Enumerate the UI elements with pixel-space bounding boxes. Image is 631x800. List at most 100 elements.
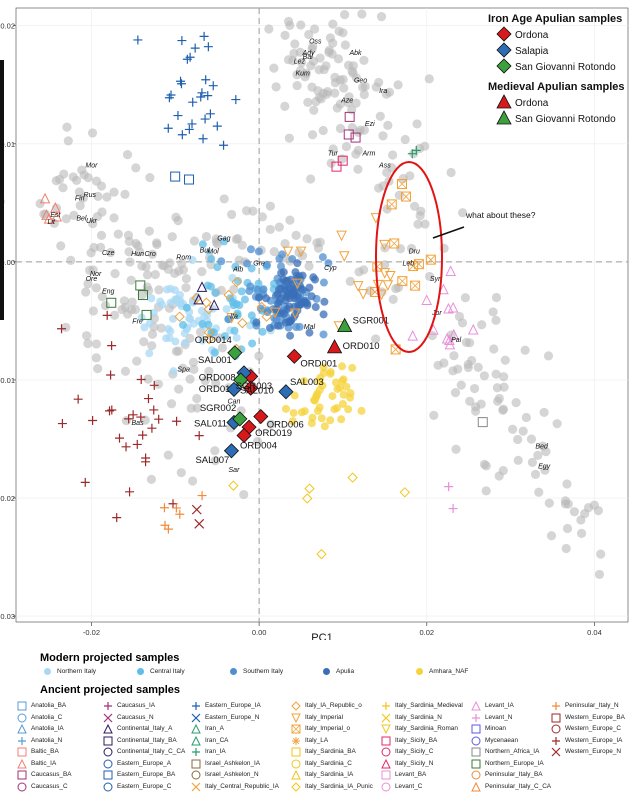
ancient-legend-label: Mycenaean	[485, 736, 519, 744]
ancient-legend-label: Italy_Sardinia_IA_Punic	[305, 782, 373, 790]
ancient-legend-symbol	[471, 759, 481, 768]
ancient-legend-symbol	[381, 713, 391, 722]
background-sample-dot	[384, 87, 395, 97]
ancient-sample-marker	[135, 280, 146, 291]
ancient-legend-symbol	[552, 736, 560, 745]
population-label: Rom	[176, 255, 191, 262]
population-label: Dru	[409, 249, 420, 256]
background-samples	[0, 9, 606, 580]
ancient-legend-symbol	[381, 747, 391, 757]
ancient-sample-marker	[121, 442, 131, 452]
ancient-legend-symbol	[17, 701, 27, 711]
modern-sample-dot	[149, 308, 158, 317]
background-sample-dot	[289, 48, 299, 59]
ancient-sample-marker	[125, 487, 135, 497]
background-sample-dot	[359, 89, 369, 100]
modern-sample-dot	[181, 338, 190, 347]
ancient-legend-label: Italy_Sicily_C	[395, 748, 434, 755]
population-label: Gre	[253, 260, 265, 267]
ancient-sample-marker	[136, 375, 146, 385]
background-sample-dot	[88, 219, 98, 229]
background-sample-dot	[78, 193, 88, 203]
ancient-legend-symbol	[291, 781, 301, 792]
population-label: Mol	[207, 249, 219, 256]
ancient-sample-marker-x	[401, 191, 411, 202]
ancient-sample-marker	[41, 209, 52, 220]
ancient-sample-marker	[190, 43, 200, 53]
background-sample-dot	[465, 396, 475, 406]
ancient-legend-marker	[381, 724, 391, 734]
annotation-text: what about these?	[465, 210, 536, 220]
ancient-legend-marker	[103, 759, 113, 768]
background-sample-dot	[154, 285, 164, 295]
ancient-sample-marker	[208, 299, 220, 310]
y-tick-label: -0.01	[0, 376, 15, 385]
background-sample-dot	[307, 130, 318, 140]
background-sample-dot	[491, 292, 502, 303]
background-sample-dot	[463, 359, 473, 370]
ancient-sample-marker	[261, 311, 272, 322]
ancient-legend-symbol	[191, 724, 201, 734]
background-sample-dot	[309, 105, 319, 115]
background-sample-dot	[280, 30, 290, 41]
ancient-legend-marker	[191, 759, 201, 768]
ancient-legend-symbol	[17, 747, 27, 757]
background-sample-dot	[460, 293, 470, 303]
background-sample-dot	[81, 331, 92, 341]
ancient-sample-marker	[203, 91, 213, 101]
background-sample-dot	[308, 41, 318, 51]
iron-age-sample-marker	[236, 427, 252, 444]
ancient-sample-marker	[114, 433, 124, 443]
ancient-legend-symbol	[103, 759, 113, 768]
background-sample-dot	[479, 459, 490, 469]
modern-sample-dot	[252, 318, 261, 327]
ancient-sample-marker	[228, 480, 239, 491]
population-label: Mal	[304, 324, 316, 331]
iron-age-sample-label: ORD004	[240, 440, 277, 451]
medieval-legend-label: San Giovanni Rotondo	[515, 114, 616, 125]
background-sample-dot	[217, 343, 228, 353]
background-sample-dot	[446, 167, 456, 178]
background-sample-dot	[425, 271, 435, 282]
background-sample-dot	[562, 523, 573, 534]
ancient-legend-label: Iran_IA	[205, 748, 226, 755]
background-sample-dot	[284, 133, 294, 143]
background-sample-dot	[328, 19, 338, 29]
background-sample-dot	[508, 424, 518, 434]
background-sample-dot	[97, 292, 107, 302]
background-sample-dot	[544, 498, 554, 508]
background-sample-dot	[546, 531, 557, 541]
ancient-sample-marker	[184, 124, 194, 134]
background-sample-dot	[120, 366, 131, 376]
ancient-legend-label: Iran_CA	[205, 736, 229, 744]
background-sample-dot	[489, 344, 499, 354]
modern-sample-dot	[254, 279, 263, 288]
background-sample-dot	[576, 528, 587, 538]
ancient-sample-marker	[73, 394, 83, 404]
background-sample-dot	[449, 351, 459, 361]
background-sample-dot	[58, 183, 68, 193]
ancient-legend-label: Peninsular_Italy_BA	[485, 771, 543, 778]
ancient-legend-label: Italy_Imperial_o	[305, 725, 351, 732]
modern-sample-dot	[291, 268, 300, 277]
background-sample-dot	[93, 363, 103, 374]
ancient-sample-marker	[438, 283, 449, 295]
population-label: Syr	[430, 276, 441, 283]
background-sample-dot	[520, 345, 530, 355]
background-sample-dot	[150, 269, 160, 280]
background-sample-dot	[589, 500, 599, 510]
ancient-sample-marker	[149, 380, 159, 390]
ancient-legend-marker	[291, 747, 301, 757]
background-sample-dot	[303, 97, 313, 107]
ancient-legend-symbol	[103, 713, 113, 722]
ancient-legend-symbol	[381, 724, 391, 734]
ancient-legend-marker	[191, 782, 201, 791]
ancient-sample-marker	[88, 416, 98, 426]
background-sample-dot	[338, 28, 348, 38]
ancient-sample-marker	[203, 333, 215, 345]
annotation-arrow	[432, 226, 465, 239]
ancient-legend-symbol	[192, 748, 200, 756]
iron-age-legend-label: Salapia	[515, 46, 549, 57]
ancient-sample-marker	[304, 483, 315, 494]
ancient-legend-symbol	[103, 770, 113, 780]
